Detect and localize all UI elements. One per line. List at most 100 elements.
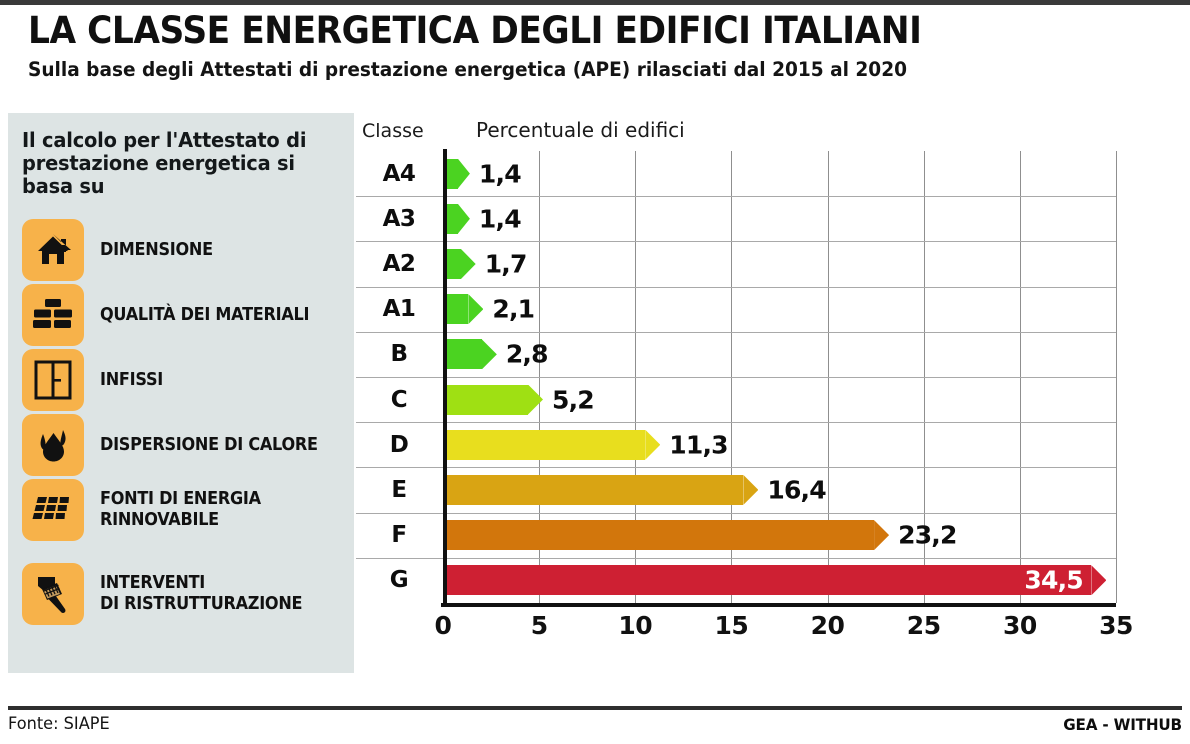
bar-value-label: 34,5 [1024, 565, 1083, 595]
bar-A1[interactable] [443, 294, 484, 325]
sidebar-item-label: FONTI DI ENERGIA RINNOVABILE [100, 489, 261, 531]
bar-track: 1,4 [443, 151, 1146, 196]
bar-body [443, 520, 875, 551]
row-separator [356, 241, 1116, 243]
x-tick-label: 5 [530, 611, 548, 640]
bar-F[interactable] [443, 520, 890, 551]
bar-value-label: 11,3 [669, 430, 728, 460]
bar-arrow-tip [645, 429, 661, 460]
bar-track: 5,2 [443, 377, 1146, 422]
sidebar-item-dispersione-di-calore[interactable]: DISPERSIONE DI CALORE [22, 414, 340, 477]
sidebar-item-fonti-di-energia-rinnovabile[interactable]: FONTI DI ENERGIA RINNOVABILE [22, 479, 340, 542]
row-separator [356, 422, 1116, 424]
bar-row: A4 1,4 [356, 151, 1146, 196]
bar-body [443, 294, 469, 325]
bar-C[interactable] [443, 384, 543, 415]
bar-track: 34,5 [443, 558, 1146, 603]
chart: Classe Percentuale di edifici A4 1,4 A3 1,4… [356, 113, 1156, 673]
bar-track: 2,1 [443, 287, 1146, 332]
bar-arrow-tip [457, 158, 470, 189]
x-tick-label: 15 [714, 611, 749, 640]
bar-track: 1,4 [443, 196, 1146, 241]
bar-A2[interactable] [443, 248, 476, 279]
sidebar-item-qualit-dei-materiali[interactable]: QUALITÀ DEI MATERIALI [22, 284, 340, 347]
bar-row: E 16,4 [356, 467, 1146, 512]
footer: Fonte: SIAPE GEA - WITHUB [8, 714, 1182, 734]
class-column-header: Classe [362, 120, 424, 142]
bar-arrow-tip [1091, 565, 1107, 596]
bar-arrow-tip [468, 294, 484, 325]
row-separator [356, 376, 1116, 378]
top-rule [0, 0, 1190, 5]
bar-B[interactable] [443, 339, 497, 370]
bricks-icon [22, 284, 84, 347]
sidebar-item-interventi-di-ristrutturazione[interactable]: INTERVENTI DI RISTRUTTURAZIONE [22, 563, 340, 626]
bar-E[interactable] [443, 474, 759, 505]
paintbrush-icon [22, 563, 84, 626]
bar-A3[interactable] [443, 203, 470, 234]
bar-body [443, 384, 528, 415]
sidebar-item-label: DIMENSIONE [100, 239, 213, 260]
window-icon [22, 349, 84, 412]
sidebar-heading: Il calcolo per l'Attestato di prestazion… [22, 128, 307, 198]
class-label: E [391, 476, 407, 503]
bar-value-label: 1,7 [484, 249, 528, 279]
x-tick-label: 35 [1099, 611, 1133, 640]
bar-value-label: 2,8 [505, 339, 549, 369]
sidebar: Il calcolo per l'Attestato di prestazion… [8, 113, 354, 673]
bar-body [443, 474, 744, 505]
page-title: LA CLASSE ENERGETICA DEGLI EDIFICI ITALI… [28, 9, 922, 52]
bar-D[interactable] [443, 429, 661, 460]
sidebar-item-infissi[interactable]: INFISSI [22, 349, 340, 412]
bar-row: F 23,2 [356, 512, 1146, 558]
row-separator [356, 196, 1116, 198]
x-tick-label: 0 [434, 611, 452, 640]
sidebar-item-label: INFISSI [100, 369, 163, 390]
footer-rule [8, 706, 1182, 710]
bar-track: 16,4 [443, 467, 1146, 512]
x-tick-label: 10 [618, 611, 653, 640]
row-separator [356, 512, 1116, 514]
bar-value-label: 1,4 [478, 204, 522, 234]
bar-row: A3 1,4 [356, 196, 1146, 241]
bar-G[interactable] [443, 565, 1107, 596]
bar-arrow-tip [874, 520, 890, 551]
sidebar-item-dimensione[interactable]: DIMENSIONE [22, 219, 340, 282]
bar-arrow-tip [460, 248, 476, 279]
bar-body [443, 339, 482, 370]
class-label: A4 [382, 160, 416, 187]
bar-A4[interactable] [443, 158, 470, 189]
bar-row: A1 2,1 [356, 286, 1146, 332]
plot-area: A4 1,4 A3 1,4 A2 1,7 A1 2,1 B 2,8 C 5,2 D 11,3 E 16,4 F 2… [356, 149, 1146, 641]
bar-arrow-tip [527, 384, 543, 415]
solar-panel-icon [22, 479, 84, 542]
row-separator [356, 467, 1116, 469]
bar-arrow-tip [743, 474, 759, 505]
header: LA CLASSE ENERGETICA DEGLI EDIFICI ITALI… [28, 12, 1158, 81]
bar-track: 23,2 [443, 513, 1146, 558]
value-column-header: Percentuale di edifici [476, 118, 685, 142]
class-label: A2 [382, 250, 416, 277]
class-label: G [389, 567, 409, 594]
bar-value-label: 16,4 [767, 475, 826, 505]
bar-row: B 2,8 [356, 331, 1146, 377]
class-label: A3 [382, 205, 416, 232]
bar-body [443, 429, 646, 460]
sidebar-item-label: DISPERSIONE DI CALORE [100, 434, 318, 455]
x-tick-label: 20 [810, 611, 845, 640]
y-axis [443, 149, 447, 605]
bar-value-label: 5,2 [551, 385, 595, 415]
bar-row: C 5,2 [356, 376, 1146, 422]
bar-track: 11,3 [443, 422, 1146, 467]
bar-row: A2 1,7 [356, 241, 1146, 286]
bar-row: D 11,3 [356, 422, 1146, 467]
bar-value-label: 1,4 [478, 159, 522, 189]
bar-arrow-tip [457, 203, 470, 234]
class-label: B [390, 341, 408, 368]
flame-drop-icon [22, 414, 84, 477]
house-icon [22, 219, 84, 282]
class-label: A1 [382, 296, 416, 323]
sidebar-list: DIMENSIONE QUALITÀ DEI MATERIALI INFISSI DI… [22, 219, 340, 626]
row-separator [356, 331, 1116, 333]
